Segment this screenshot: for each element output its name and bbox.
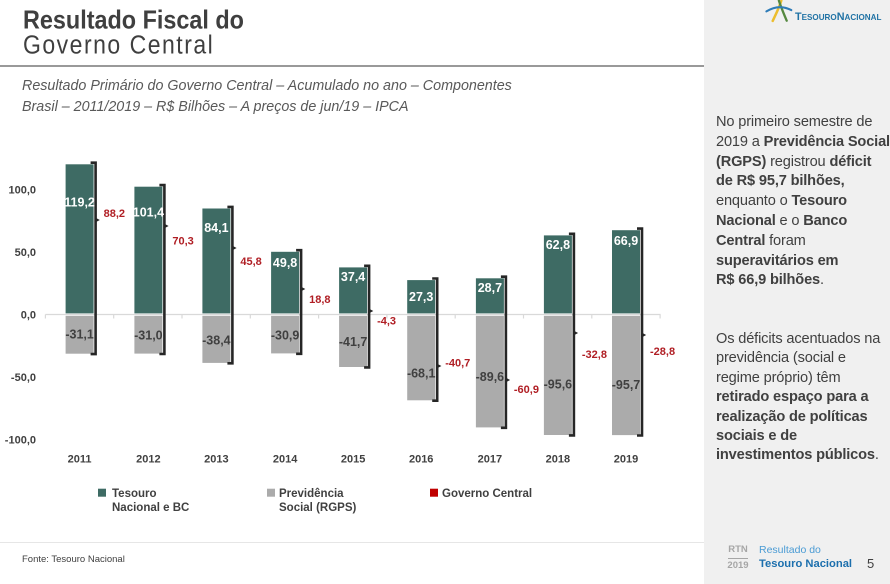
svg-text:-89,6: -89,6: [476, 370, 505, 384]
svg-text:2017: 2017: [478, 453, 502, 465]
svg-text:49,8: 49,8: [273, 256, 297, 270]
svg-text:-95,7: -95,7: [612, 378, 641, 392]
svg-text:-95,6: -95,6: [544, 378, 573, 392]
svg-text:-50,0: -50,0: [11, 372, 36, 384]
svg-text:62,8: 62,8: [546, 238, 570, 252]
svg-text:Governo Central: Governo Central: [442, 488, 532, 500]
svg-text:45,8: 45,8: [240, 256, 261, 268]
svg-text:-31,0: -31,0: [134, 329, 163, 343]
svg-text:-60,9: -60,9: [514, 384, 539, 396]
svg-text:2015: 2015: [341, 453, 365, 465]
svg-text:-32,8: -32,8: [582, 349, 607, 361]
svg-text:119,2: 119,2: [64, 196, 95, 210]
svg-text:Nacional e BC: Nacional e BC: [112, 502, 189, 514]
svg-text:28,7: 28,7: [478, 281, 502, 295]
svg-text:27,3: 27,3: [409, 290, 433, 304]
svg-text:100,0: 100,0: [8, 185, 36, 197]
svg-text:-68,1: -68,1: [407, 366, 436, 380]
svg-text:-38,4: -38,4: [202, 333, 231, 347]
svg-text:66,9: 66,9: [614, 234, 638, 248]
svg-text:-40,7: -40,7: [445, 357, 470, 369]
svg-text:50,0: 50,0: [15, 247, 36, 259]
svg-text:-100,0: -100,0: [5, 435, 36, 447]
svg-text:2016: 2016: [409, 453, 433, 465]
svg-text:2011: 2011: [68, 453, 92, 465]
svg-text:-31,1: -31,1: [65, 328, 94, 342]
svg-text:88,2: 88,2: [104, 208, 125, 220]
svg-text:2012: 2012: [136, 453, 160, 465]
svg-text:-4,3: -4,3: [377, 316, 396, 328]
svg-text:70,3: 70,3: [172, 236, 193, 248]
svg-text:Social (RGPS): Social (RGPS): [279, 502, 356, 514]
svg-text:-41,7: -41,7: [339, 335, 368, 349]
svg-text:101,4: 101,4: [133, 206, 164, 220]
svg-text:2013: 2013: [204, 453, 228, 465]
svg-text:18,8: 18,8: [309, 294, 330, 306]
svg-text:2019: 2019: [614, 453, 638, 465]
svg-text:-28,8: -28,8: [650, 346, 675, 358]
svg-text:2018: 2018: [546, 453, 570, 465]
svg-text:37,4: 37,4: [341, 270, 365, 284]
svg-text:0,0: 0,0: [21, 310, 36, 322]
svg-text:84,1: 84,1: [204, 221, 228, 235]
svg-text:-30,9: -30,9: [271, 329, 300, 343]
svg-text:Previdência: Previdência: [279, 488, 344, 500]
svg-text:2014: 2014: [273, 453, 298, 465]
svg-text:Tesouro: Tesouro: [112, 488, 157, 500]
